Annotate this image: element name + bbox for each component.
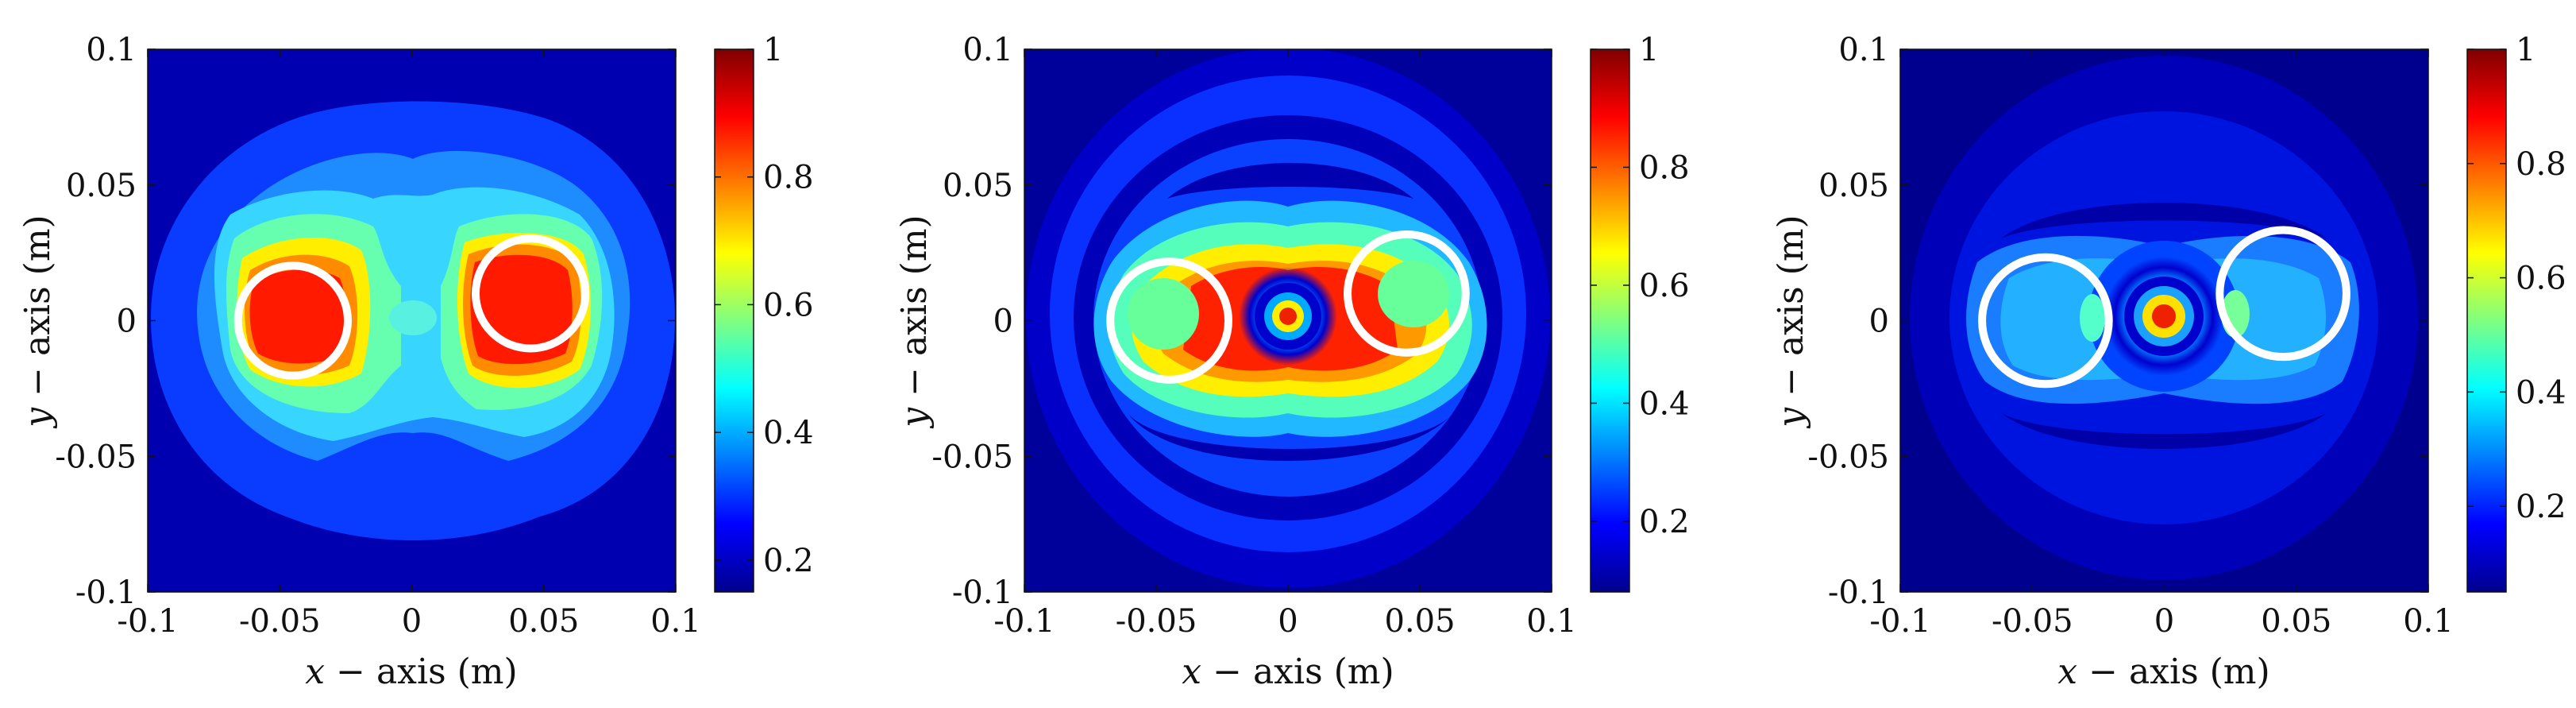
y-tick-label: -0.05 [55, 439, 137, 475]
target-circle [471, 234, 590, 353]
colorbar-1 [714, 48, 754, 593]
x-tick-label: -0.1 [1869, 603, 1930, 640]
x-tick-label: 0.1 [650, 603, 701, 640]
y-axis-label-1: y − axis (m) [17, 215, 58, 428]
colorbar-tick-label: 0.2 [2516, 489, 2566, 525]
colorbar-tick-label: 0.4 [1639, 385, 1690, 422]
y-axis-label-2: y − axis (m) [894, 215, 935, 428]
y-tick-label: 0.05 [66, 168, 137, 204]
colorbar-tick-label: 1 [763, 32, 783, 68]
x-tick-label: -0.05 [1992, 603, 2073, 640]
y-tick-label: -0.1 [952, 575, 1013, 611]
x-tick-label: 0 [2154, 603, 2174, 640]
y-tick-label: 0 [117, 304, 137, 340]
y-tick-label: -0.1 [75, 575, 137, 611]
x-tick-label: 0.1 [2403, 603, 2454, 640]
y-tick-label: 0 [993, 304, 1013, 340]
x-tick-label: 0.1 [1526, 603, 1577, 640]
panel-1: -0.1 -0.05 0 0.05 0.1 -0.1 -0.05 0 0.05 0.1 0.2 0.… [17, 32, 814, 692]
y-tick-label: 0.05 [943, 168, 1013, 204]
y-tick-label: -0.05 [1807, 439, 1889, 475]
panel-3: -0.1 -0.05 0 0.05 0.1 -0.1 -0.05 0 0.05 0.1 0.2 0.… [1771, 32, 2566, 692]
x-tick-label: 0.05 [508, 603, 579, 640]
y-axis-label-3: y − axis (m) [1771, 215, 1811, 428]
colorbar-tick-label: 1 [1639, 32, 1659, 68]
colorbar-3 [2466, 48, 2507, 593]
colorbar-tick-label: 0.2 [763, 543, 814, 579]
colorbar-tick-label: 0.8 [1639, 149, 1690, 186]
panel-2: -0.1 -0.05 0 0.05 0.1 -0.1 -0.05 0 0.05 0.1 0.2 0.… [894, 32, 1690, 692]
x-tick-label: -0.1 [117, 603, 178, 640]
colorbar-2 [1590, 48, 1630, 593]
colorbar-tick-label: 0.6 [2516, 261, 2566, 297]
heatmap-field-3 [1900, 49, 2428, 592]
colorbar-tick-label: 0.4 [2516, 374, 2566, 411]
target-circle [1106, 257, 1232, 384]
x-tick-label: 0.05 [1384, 603, 1455, 640]
colorbar-tick-label: 1 [2516, 32, 2536, 68]
x-tick-label: 0 [402, 603, 422, 640]
target-circle [1978, 253, 2113, 389]
colorbar-tick-label: 0.6 [763, 287, 814, 323]
x-tick-label: -0.05 [239, 603, 321, 640]
target-circle [2215, 226, 2350, 362]
colorbar-tick-label: 0.4 [763, 415, 814, 451]
target-circle [233, 261, 353, 380]
y-tick-label: 0.1 [1838, 32, 1889, 68]
colorbar-tick-label: 0.6 [1639, 268, 1690, 304]
x-tick-label: 0.05 [2261, 603, 2331, 640]
x-tick-label: 0 [1278, 603, 1298, 640]
x-tick-label: -0.05 [1116, 603, 1197, 640]
colorbar-tick-label: 0.8 [763, 160, 814, 196]
x-tick-label: -0.1 [993, 603, 1055, 640]
heatmap-field-1 [148, 49, 676, 592]
y-tick-label: -0.1 [1828, 575, 1889, 611]
colorbar-tick-label: 0.2 [1639, 504, 1690, 540]
colorbar-tick-label: 0.8 [2516, 146, 2566, 183]
y-tick-label: 0.1 [962, 32, 1013, 68]
x-axis-label-1: x − axis (m) [305, 652, 517, 692]
y-tick-label: 0.05 [1818, 168, 1889, 204]
heatmap-field-2 [1024, 49, 1552, 592]
x-axis-label-3: x − axis (m) [2057, 652, 2269, 692]
target-circle [1344, 230, 1470, 357]
y-tick-label: 0 [1869, 304, 1889, 340]
x-axis-label-2: x − axis (m) [1182, 652, 1394, 692]
y-tick-label: -0.05 [931, 439, 1013, 475]
y-tick-label: 0.1 [86, 32, 137, 68]
